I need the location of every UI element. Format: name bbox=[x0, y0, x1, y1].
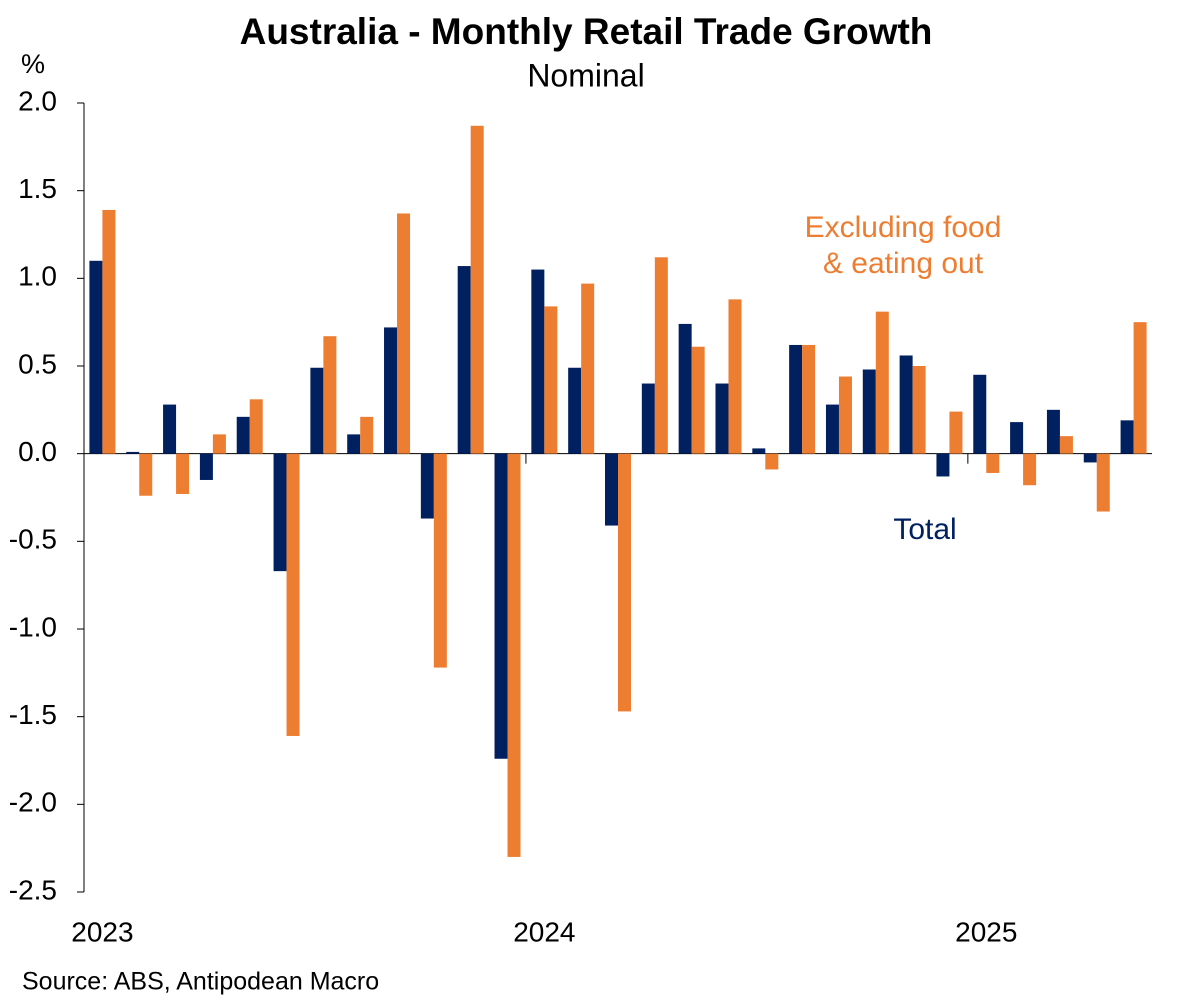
bar bbox=[654, 257, 668, 454]
bar bbox=[360, 416, 374, 454]
bar bbox=[384, 327, 398, 454]
bar bbox=[752, 448, 766, 454]
bar bbox=[286, 453, 300, 736]
bar bbox=[825, 404, 839, 454]
bar bbox=[236, 416, 250, 454]
y-tick-label: -1.5 bbox=[9, 699, 57, 730]
bar bbox=[1059, 436, 1073, 454]
annotation: Excluding food bbox=[805, 211, 1002, 244]
bar bbox=[544, 306, 558, 454]
bar bbox=[1010, 422, 1024, 454]
bar bbox=[457, 266, 471, 454]
bar bbox=[397, 213, 411, 454]
x-tick-label: 2023 bbox=[71, 916, 133, 947]
bar bbox=[199, 453, 213, 480]
chart-subtitle: Nominal bbox=[527, 57, 644, 93]
bar bbox=[1133, 322, 1147, 454]
chart-title: Australia - Monthly Retail Trade Growth bbox=[240, 11, 933, 52]
bar bbox=[470, 125, 484, 454]
bar bbox=[139, 453, 153, 496]
bar bbox=[212, 434, 226, 454]
bar bbox=[1023, 453, 1037, 486]
bar bbox=[912, 366, 926, 454]
bar bbox=[875, 311, 889, 454]
bar bbox=[581, 283, 595, 454]
bar bbox=[973, 374, 987, 454]
bar bbox=[765, 453, 779, 470]
x-tick-label: 2025 bbox=[955, 916, 1017, 947]
bar bbox=[1046, 409, 1060, 454]
bar bbox=[531, 269, 545, 454]
y-tick-label: -2.0 bbox=[9, 787, 57, 818]
y-tick-label: -0.5 bbox=[9, 524, 57, 555]
bar bbox=[802, 344, 816, 454]
bar bbox=[1120, 420, 1134, 454]
bar bbox=[618, 453, 631, 712]
bar bbox=[789, 344, 803, 454]
bar bbox=[691, 346, 705, 454]
bar bbox=[1096, 453, 1110, 512]
bar bbox=[605, 453, 618, 526]
annotation: & eating out bbox=[823, 247, 984, 280]
bar bbox=[420, 453, 434, 519]
y-axis-label: % bbox=[21, 49, 45, 79]
bar bbox=[102, 209, 116, 454]
bar bbox=[347, 434, 361, 454]
bar bbox=[89, 260, 103, 454]
bar bbox=[838, 376, 852, 454]
y-tick-label: 0.5 bbox=[18, 348, 57, 379]
y-tick-label: -1.0 bbox=[9, 611, 57, 642]
bar bbox=[273, 453, 287, 572]
bar bbox=[126, 451, 140, 454]
bar bbox=[728, 299, 742, 454]
bar bbox=[249, 399, 263, 454]
bar bbox=[568, 367, 582, 454]
y-tick-label: 2.0 bbox=[18, 85, 57, 116]
y-tick-label: 1.0 bbox=[18, 261, 57, 292]
bar bbox=[310, 367, 324, 454]
x-tick-label: 2024 bbox=[513, 916, 575, 947]
bar bbox=[323, 336, 337, 454]
y-tick-label: -2.5 bbox=[9, 874, 57, 905]
bar bbox=[494, 453, 508, 759]
y-tick-label: 0.0 bbox=[18, 436, 57, 467]
bar bbox=[176, 453, 190, 494]
bar bbox=[936, 453, 950, 477]
bar bbox=[862, 369, 876, 454]
bar bbox=[899, 355, 913, 454]
bar bbox=[949, 411, 963, 454]
bar bbox=[986, 453, 1000, 473]
bar bbox=[433, 453, 447, 668]
bar bbox=[715, 383, 729, 454]
y-tick-label: 1.5 bbox=[18, 173, 57, 204]
bar bbox=[507, 453, 521, 857]
bar bbox=[678, 323, 692, 454]
bar bbox=[163, 404, 177, 454]
annotation: Total bbox=[893, 513, 956, 546]
bar bbox=[641, 383, 655, 454]
source-note: Source: ABS, Antipodean Macro bbox=[22, 968, 379, 996]
bar bbox=[1083, 453, 1097, 463]
